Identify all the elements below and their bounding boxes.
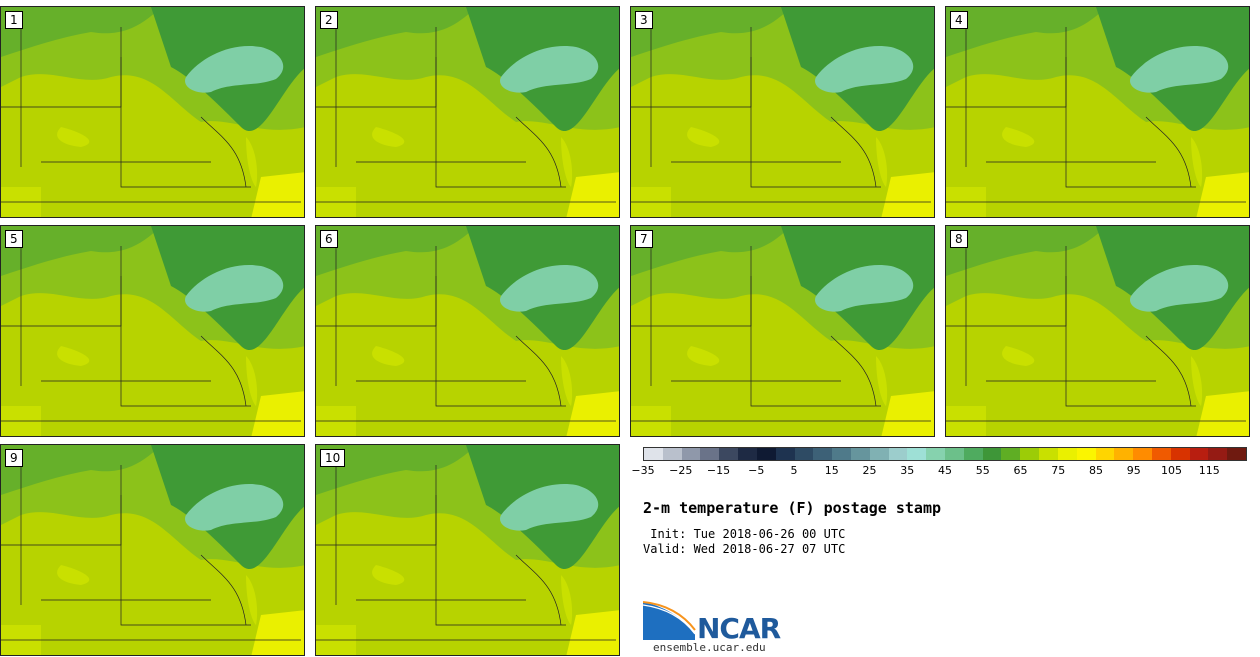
colorbar-swatch bbox=[1227, 448, 1246, 460]
colorbar-swatch bbox=[700, 448, 720, 460]
colorbar-swatch bbox=[982, 448, 1002, 460]
colorbar-tick-label: −35 bbox=[631, 464, 655, 477]
panel-label: 8 bbox=[950, 230, 968, 248]
temperature-map bbox=[631, 7, 934, 217]
colorbar-tick-label: 95 bbox=[1126, 464, 1141, 477]
colorbar-swatch bbox=[850, 448, 870, 460]
colorbar-swatch bbox=[794, 448, 814, 460]
colorbar-tick-label: 75 bbox=[1051, 464, 1066, 477]
colorbar-swatch bbox=[1170, 448, 1190, 460]
colorbar-swatch bbox=[1133, 448, 1152, 460]
panel-label: 2 bbox=[320, 11, 338, 29]
panel-label: 7 bbox=[635, 230, 653, 248]
colorbar-swatch bbox=[926, 448, 945, 460]
init-time: Init: Tue 2018-06-26 00 UTC bbox=[643, 527, 846, 541]
map-panel-2: 2 bbox=[315, 6, 620, 218]
temperature-map bbox=[1, 445, 304, 655]
colorbar-swatch bbox=[1020, 448, 1040, 460]
colorbar-swatch bbox=[813, 448, 833, 460]
colorbar-swatch bbox=[644, 448, 663, 460]
panel-label: 5 bbox=[5, 230, 23, 248]
map-panel-10: 10 bbox=[315, 444, 620, 656]
panel-label: 4 bbox=[950, 11, 968, 29]
colorbar-swatch bbox=[662, 448, 682, 460]
chart-title: 2-m temperature (F) postage stamp bbox=[643, 499, 942, 517]
temperature-map bbox=[946, 226, 1249, 436]
logo-text: NCAR bbox=[697, 612, 781, 645]
colorbar-tick-label: 85 bbox=[1089, 464, 1103, 477]
panel-label: 6 bbox=[320, 230, 338, 248]
map-panel-6: 6 bbox=[315, 225, 620, 437]
colorbar-swatch bbox=[1151, 448, 1171, 460]
map-panel-4: 4 bbox=[945, 6, 1250, 218]
colorbar-swatch bbox=[869, 448, 889, 460]
colorbar-tick-label: 115 bbox=[1198, 464, 1220, 477]
temperature-map bbox=[316, 226, 619, 436]
colorbar-tick-label: −5 bbox=[748, 464, 765, 477]
colorbar-swatch bbox=[1001, 448, 1021, 460]
valid-time: Valid: Wed 2018-06-27 07 UTC bbox=[643, 542, 846, 556]
colorbar-swatch bbox=[1039, 448, 1058, 460]
temperature-map bbox=[1, 7, 304, 217]
colorbar-tick-label: 15 bbox=[824, 464, 839, 477]
panel-label: 1 bbox=[5, 11, 23, 29]
colorbar-swatch bbox=[907, 448, 927, 460]
colorbar-swatch bbox=[1076, 448, 1096, 460]
temperature-map bbox=[631, 226, 934, 436]
colorbar-swatch bbox=[945, 448, 964, 460]
colorbar-swatch bbox=[719, 448, 739, 460]
colorbar-tick-label: −25 bbox=[669, 464, 693, 477]
colorbar-swatch bbox=[681, 448, 701, 460]
colorbar-tick-label: 105 bbox=[1161, 464, 1182, 477]
colorbar-swatch bbox=[1095, 448, 1115, 460]
colorbar-swatch bbox=[832, 448, 851, 460]
temperature-map bbox=[316, 445, 619, 655]
temperature-map bbox=[316, 7, 619, 217]
map-panel-5: 5 bbox=[0, 225, 305, 437]
map-panel-1: 1 bbox=[0, 6, 305, 218]
colorbar-swatch bbox=[738, 448, 757, 460]
colorbar-swatch bbox=[1114, 448, 1134, 460]
map-panel-9: 9 bbox=[0, 444, 305, 656]
colorbar-swatch bbox=[1208, 448, 1228, 460]
site-url[interactable]: ensemble.ucar.edu bbox=[653, 641, 766, 654]
temperature-map bbox=[1, 226, 304, 436]
colorbar-ticks: −35 −25 −15 −5 5 15 25 35 45 55 65 75 85 95 105 115 bbox=[631, 464, 1247, 480]
map-panel-8: 8 bbox=[945, 225, 1250, 437]
colorbar-tick-label: 55 bbox=[975, 464, 990, 477]
panel-label: 3 bbox=[635, 11, 653, 29]
colorbar-swatch bbox=[963, 448, 983, 460]
colorbar-tick-label: 65 bbox=[1013, 464, 1028, 477]
map-panel-3: 3 bbox=[630, 6, 935, 218]
panel-label: 10 bbox=[320, 449, 346, 467]
colorbar-swatch bbox=[1189, 448, 1209, 460]
ncar-logo-icon bbox=[643, 601, 696, 640]
colorbar-tick-label: 35 bbox=[900, 464, 915, 477]
colorbar-swatch bbox=[888, 448, 908, 460]
colorbar-swatch bbox=[775, 448, 795, 460]
map-panel-7: 7 bbox=[630, 225, 935, 437]
colorbar-tick-label: 5 bbox=[790, 464, 798, 477]
colorbar-tick-label: 45 bbox=[938, 464, 952, 477]
temperature-colorbar bbox=[643, 447, 1247, 461]
colorbar-swatch bbox=[1057, 448, 1077, 460]
colorbar-tick-label: 25 bbox=[862, 464, 877, 477]
panel-label: 9 bbox=[5, 449, 23, 467]
colorbar-swatch bbox=[756, 448, 776, 460]
temperature-map bbox=[946, 7, 1249, 217]
colorbar-tick-label: −15 bbox=[706, 464, 731, 477]
